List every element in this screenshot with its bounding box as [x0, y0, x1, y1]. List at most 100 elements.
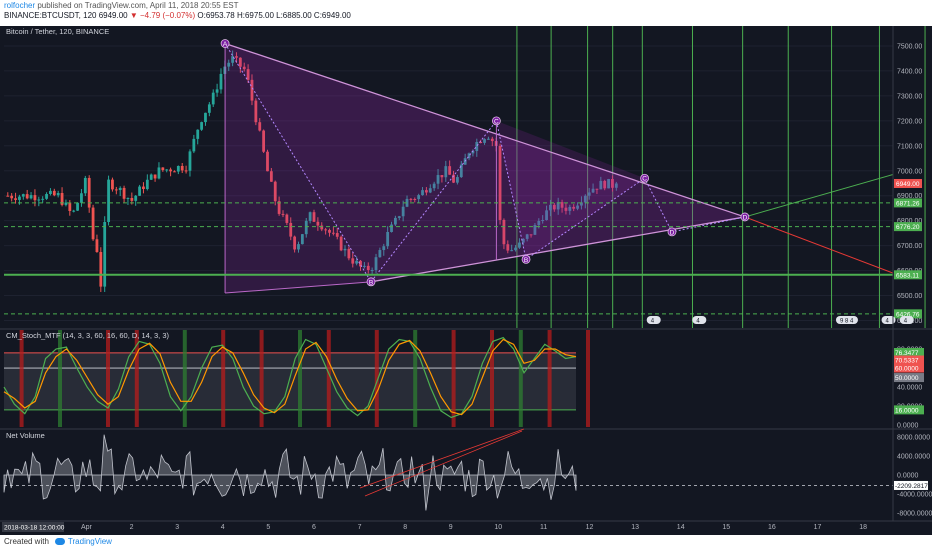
candle-body [506, 244, 510, 251]
pattern-base-leg [225, 281, 372, 294]
candle [300, 233, 304, 245]
stoch-value-text: 76.3477 [895, 350, 919, 357]
candle [169, 167, 172, 177]
author-link[interactable]: rolfocher [4, 1, 36, 10]
stoch-signal-bar [374, 330, 379, 427]
pattern-point-marker: C [491, 116, 501, 125]
candle-body [440, 175, 444, 178]
candle-body [111, 179, 114, 190]
pattern-point-marker: C [640, 173, 649, 183]
candle-body [18, 196, 21, 200]
tradingview-brand[interactable]: TradingView [67, 537, 112, 546]
stoch-signal-bar [259, 330, 264, 427]
price-axis-tick: 7100.00 [897, 143, 922, 150]
candle-body [448, 166, 452, 175]
candle [440, 175, 444, 183]
price-label-box [894, 309, 922, 319]
candle-body [161, 167, 165, 171]
candle-body [425, 190, 428, 193]
price-label: 6583.11 [894, 270, 922, 280]
candle-body [21, 194, 25, 197]
candle-body [273, 181, 277, 202]
candle [343, 245, 347, 257]
candle [599, 176, 603, 190]
candle [64, 199, 68, 207]
candle-body [514, 247, 517, 251]
candle-body [196, 129, 200, 139]
candle-body [289, 222, 293, 237]
candle-body [130, 197, 134, 201]
candle [568, 204, 572, 215]
candle [33, 189, 37, 207]
candle-body [76, 202, 79, 211]
divergence-line [359, 428, 525, 489]
candle-body [545, 210, 548, 221]
candle-body [378, 250, 382, 258]
candle-body [246, 69, 250, 80]
candle [393, 215, 397, 227]
candle-body [165, 169, 169, 171]
time-axis-tick: 12 [586, 524, 594, 531]
candle-body [184, 170, 188, 172]
candle-body [510, 250, 514, 252]
time-cursor-box [2, 522, 64, 532]
volume-axis-tick: 0.0000 [897, 473, 919, 480]
candle-body [308, 212, 312, 221]
candle-body [568, 206, 572, 211]
candle [452, 170, 455, 184]
candle [6, 192, 10, 197]
candle-body [235, 56, 238, 58]
candle [312, 209, 316, 222]
candle [184, 165, 188, 174]
candle [145, 174, 149, 191]
candle-body [502, 219, 506, 245]
candle [401, 200, 405, 222]
candle-body [118, 187, 122, 191]
candle [583, 194, 587, 209]
candle-body [490, 138, 494, 142]
published-text: published on TradingView.com, April 11, … [37, 1, 239, 10]
stoch-axis-tick: 0.0000 [897, 423, 919, 430]
candle [176, 165, 180, 175]
stoch-line-k [3, 336, 577, 419]
candle-body [242, 66, 246, 70]
candle-body [297, 244, 300, 250]
stoch-pane-title: CM_Stoch_MTF (14, 3, 3, 60, 16, 60, D, 1… [6, 331, 169, 340]
time-cursor-label: 2018-03-18 12:00:00 [2, 522, 65, 532]
symbol-name: BINANCE:BTCUSDT, 120 [4, 11, 97, 20]
event-marker-bg [899, 316, 914, 324]
candle [180, 163, 184, 174]
price-label: 6949.00 [894, 178, 922, 188]
price-label-text: 6776.20 [896, 224, 920, 231]
candle [378, 247, 382, 258]
candle-body [138, 186, 141, 196]
chart-canvas[interactable]: 6400.006500.006600.006700.006800.006900.… [0, 26, 932, 535]
stoch-value-text: 50.0000 [895, 375, 919, 382]
candle-body [207, 104, 211, 113]
symbol-line: BINANCE:BTCUSDT, 120 6949.00 ▼ −4.79 (−0… [4, 11, 351, 20]
pattern-point-label: C [642, 176, 647, 183]
candle [331, 226, 335, 236]
candle-body [603, 180, 607, 189]
stoch-signal-bar [19, 330, 24, 427]
pattern-point-dot [220, 39, 230, 48]
candle-body [68, 202, 72, 211]
candle [103, 216, 107, 292]
candle-body [390, 224, 393, 232]
candle [215, 83, 219, 97]
candle [204, 112, 207, 126]
price-label-text: 6583.11 [896, 272, 919, 279]
candle-body [238, 57, 242, 67]
candle-body [285, 214, 289, 223]
candle-body [483, 139, 486, 143]
candle-body [281, 213, 285, 215]
price-label: 6776.20 [894, 222, 922, 232]
event-marker-bg [646, 316, 661, 324]
stoch-value-box [894, 355, 924, 365]
pattern-abc-fill [225, 43, 371, 294]
candle [487, 136, 490, 140]
candle [355, 256, 359, 266]
candle-body [64, 202, 68, 205]
stoch-value-label: 50.0000 [894, 373, 924, 383]
